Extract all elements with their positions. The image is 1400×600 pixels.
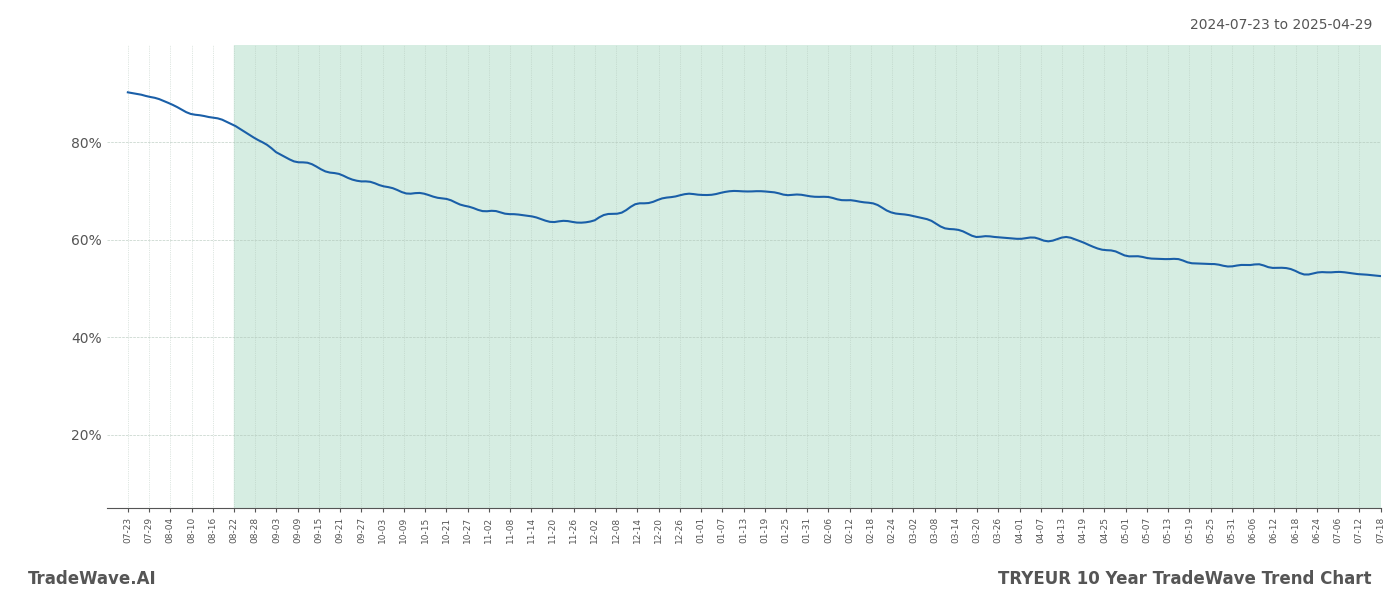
Bar [234, 45, 1400, 508]
Text: TRYEUR 10 Year TradeWave Trend Chart: TRYEUR 10 Year TradeWave Trend Chart [998, 570, 1372, 588]
Text: 2024-07-23 to 2025-04-29: 2024-07-23 to 2025-04-29 [1190, 18, 1372, 32]
Text: TradeWave.AI: TradeWave.AI [28, 570, 157, 588]
